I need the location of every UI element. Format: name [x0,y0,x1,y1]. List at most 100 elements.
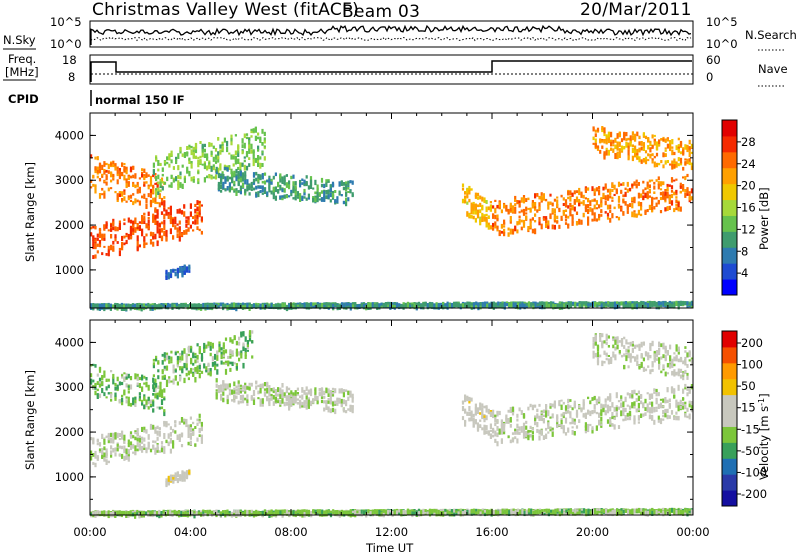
echo-cell [163,421,165,427]
echo-cell [310,176,312,180]
echo-cell [547,422,549,426]
echo-cell [651,402,653,407]
echo-cell [444,303,446,306]
echo-cell [334,199,336,203]
echo-cell [141,232,143,237]
echo-cell [475,195,477,199]
echo-cell [527,208,529,210]
echo-cell [589,204,591,206]
echo-cell [662,364,664,367]
echo-cell [587,204,589,208]
echo-cell [618,425,620,429]
echo-cell [148,174,150,177]
echo-cell [565,418,567,424]
echo-cell [652,361,654,366]
echo-cell [94,364,96,368]
echo-cell [473,414,475,417]
echo-cell [475,218,477,223]
echo-cell [570,302,572,308]
echo-cell [303,390,305,395]
echo-cell [462,188,464,191]
echo-cell [190,434,192,440]
echo-cell [103,224,105,228]
echo-cell [662,181,664,185]
echo-cell [281,398,283,403]
echo-cell [682,302,684,305]
echo-cell [139,446,141,451]
echo-cell [572,430,574,435]
echo-cell [288,184,290,189]
echo-cell [166,366,168,371]
echo-cell [595,133,597,137]
echo-cell [141,174,143,178]
echo-cell [464,303,466,308]
echo-cell [616,190,618,194]
echo-cell [686,301,688,305]
echo-cell [262,181,264,184]
echo-cell [227,178,229,181]
echo-cell [297,392,299,394]
echo-cell [204,177,206,182]
echo-cell [292,197,294,199]
echo-cell [567,399,569,404]
echo-cell [211,168,213,172]
echo-cell [532,217,534,220]
echo-cell [134,198,136,203]
echo-cell [632,348,634,353]
echo-cell [211,151,213,155]
echo-cell [684,144,686,150]
echo-cell [630,342,632,347]
echo-cell [157,369,159,372]
echo-cell [525,207,527,212]
echo-cell [631,304,633,310]
echo-cell [563,210,565,216]
echo-cell [97,374,99,377]
echo-cell [616,216,618,218]
echo-cell [128,198,130,201]
echo-cell [673,180,675,182]
echo-cell [154,197,156,202]
echo-cell [490,412,492,417]
echo-cell [523,197,525,203]
echo-cell [117,174,119,176]
echo-cell [323,408,325,412]
echo-cell [549,202,551,205]
echo-cell [222,380,224,386]
echo-cell [603,127,605,131]
echo-cell [321,400,323,403]
echo-cell [273,401,275,406]
echo-cell [481,427,483,430]
echo-cell [512,438,514,443]
echo-cell [162,181,164,183]
echo-cell [614,138,616,143]
echo-cell [600,404,602,409]
velocity-panel-frame [90,320,693,515]
echo-cell [339,181,341,186]
echo-cell [238,182,240,186]
echo-cell [673,164,675,168]
echo-cell [106,170,108,173]
echo-cell [596,400,598,405]
echo-cell [227,356,229,359]
echo-cell [475,404,477,408]
echo-cell [126,233,128,235]
echo-cell [177,274,179,276]
echo-cell [220,178,222,182]
echo-cell [556,424,558,428]
echo-cell [347,187,349,190]
echo-cell [621,355,623,358]
echo-cell [161,399,163,405]
echo-cell [633,199,635,204]
echo-cell [242,303,244,305]
echo-cell [554,304,556,307]
echo-cell [119,381,121,385]
echo-cell [275,196,277,201]
echo-cell [259,156,261,159]
echo-cell [328,393,330,397]
echo-cell [220,396,222,401]
echo-cell [483,217,485,222]
echo-cell [257,303,259,305]
echo-cell [202,144,204,149]
echo-cell [630,135,632,140]
echo-cell [330,400,332,404]
